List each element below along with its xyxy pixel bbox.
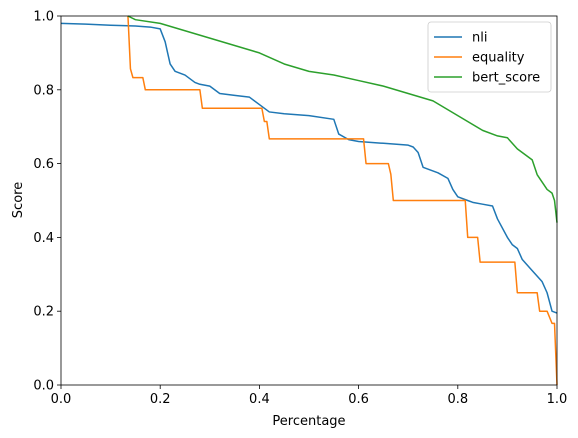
x-tick-label: 0.0 bbox=[51, 392, 72, 407]
series-line-equality bbox=[127, 15, 558, 386]
y-tick-label: 0.6 bbox=[33, 157, 54, 172]
x-tick-label: 0.4 bbox=[249, 392, 270, 407]
x-tick-label: 1.0 bbox=[547, 392, 568, 407]
legend-label-bert-score: bert_score bbox=[472, 71, 540, 86]
series-line-nli bbox=[60, 22, 558, 314]
y-tick-label: 1.0 bbox=[33, 10, 54, 25]
y-tick-label: 0.2 bbox=[33, 305, 54, 320]
y-tick-label: 0.4 bbox=[33, 231, 54, 246]
x-tick-label: 0.8 bbox=[447, 392, 468, 407]
legend-label-equality: equality bbox=[472, 51, 525, 66]
legend-label-nli: nli bbox=[472, 31, 487, 46]
y-axis-label: Score bbox=[11, 182, 26, 218]
series-line-bert-score bbox=[127, 15, 558, 223]
plot-frame bbox=[60, 15, 558, 386]
x-tick-label: 0.2 bbox=[150, 392, 171, 407]
x-tick-label: 0.6 bbox=[348, 392, 369, 407]
y-tick-label: 0.0 bbox=[33, 379, 54, 394]
legend-box bbox=[427, 21, 552, 93]
legend: nli equality bert_score bbox=[427, 21, 552, 93]
series-layer bbox=[60, 15, 558, 386]
y-axis: 0.0 0.2 0.4 0.6 0.8 1.0 bbox=[33, 10, 61, 394]
x-axis: 0.0 0.2 0.4 0.6 0.8 1.0 bbox=[51, 385, 568, 407]
x-axis-label: Percentage bbox=[272, 414, 345, 429]
y-tick-label: 0.8 bbox=[33, 83, 54, 98]
